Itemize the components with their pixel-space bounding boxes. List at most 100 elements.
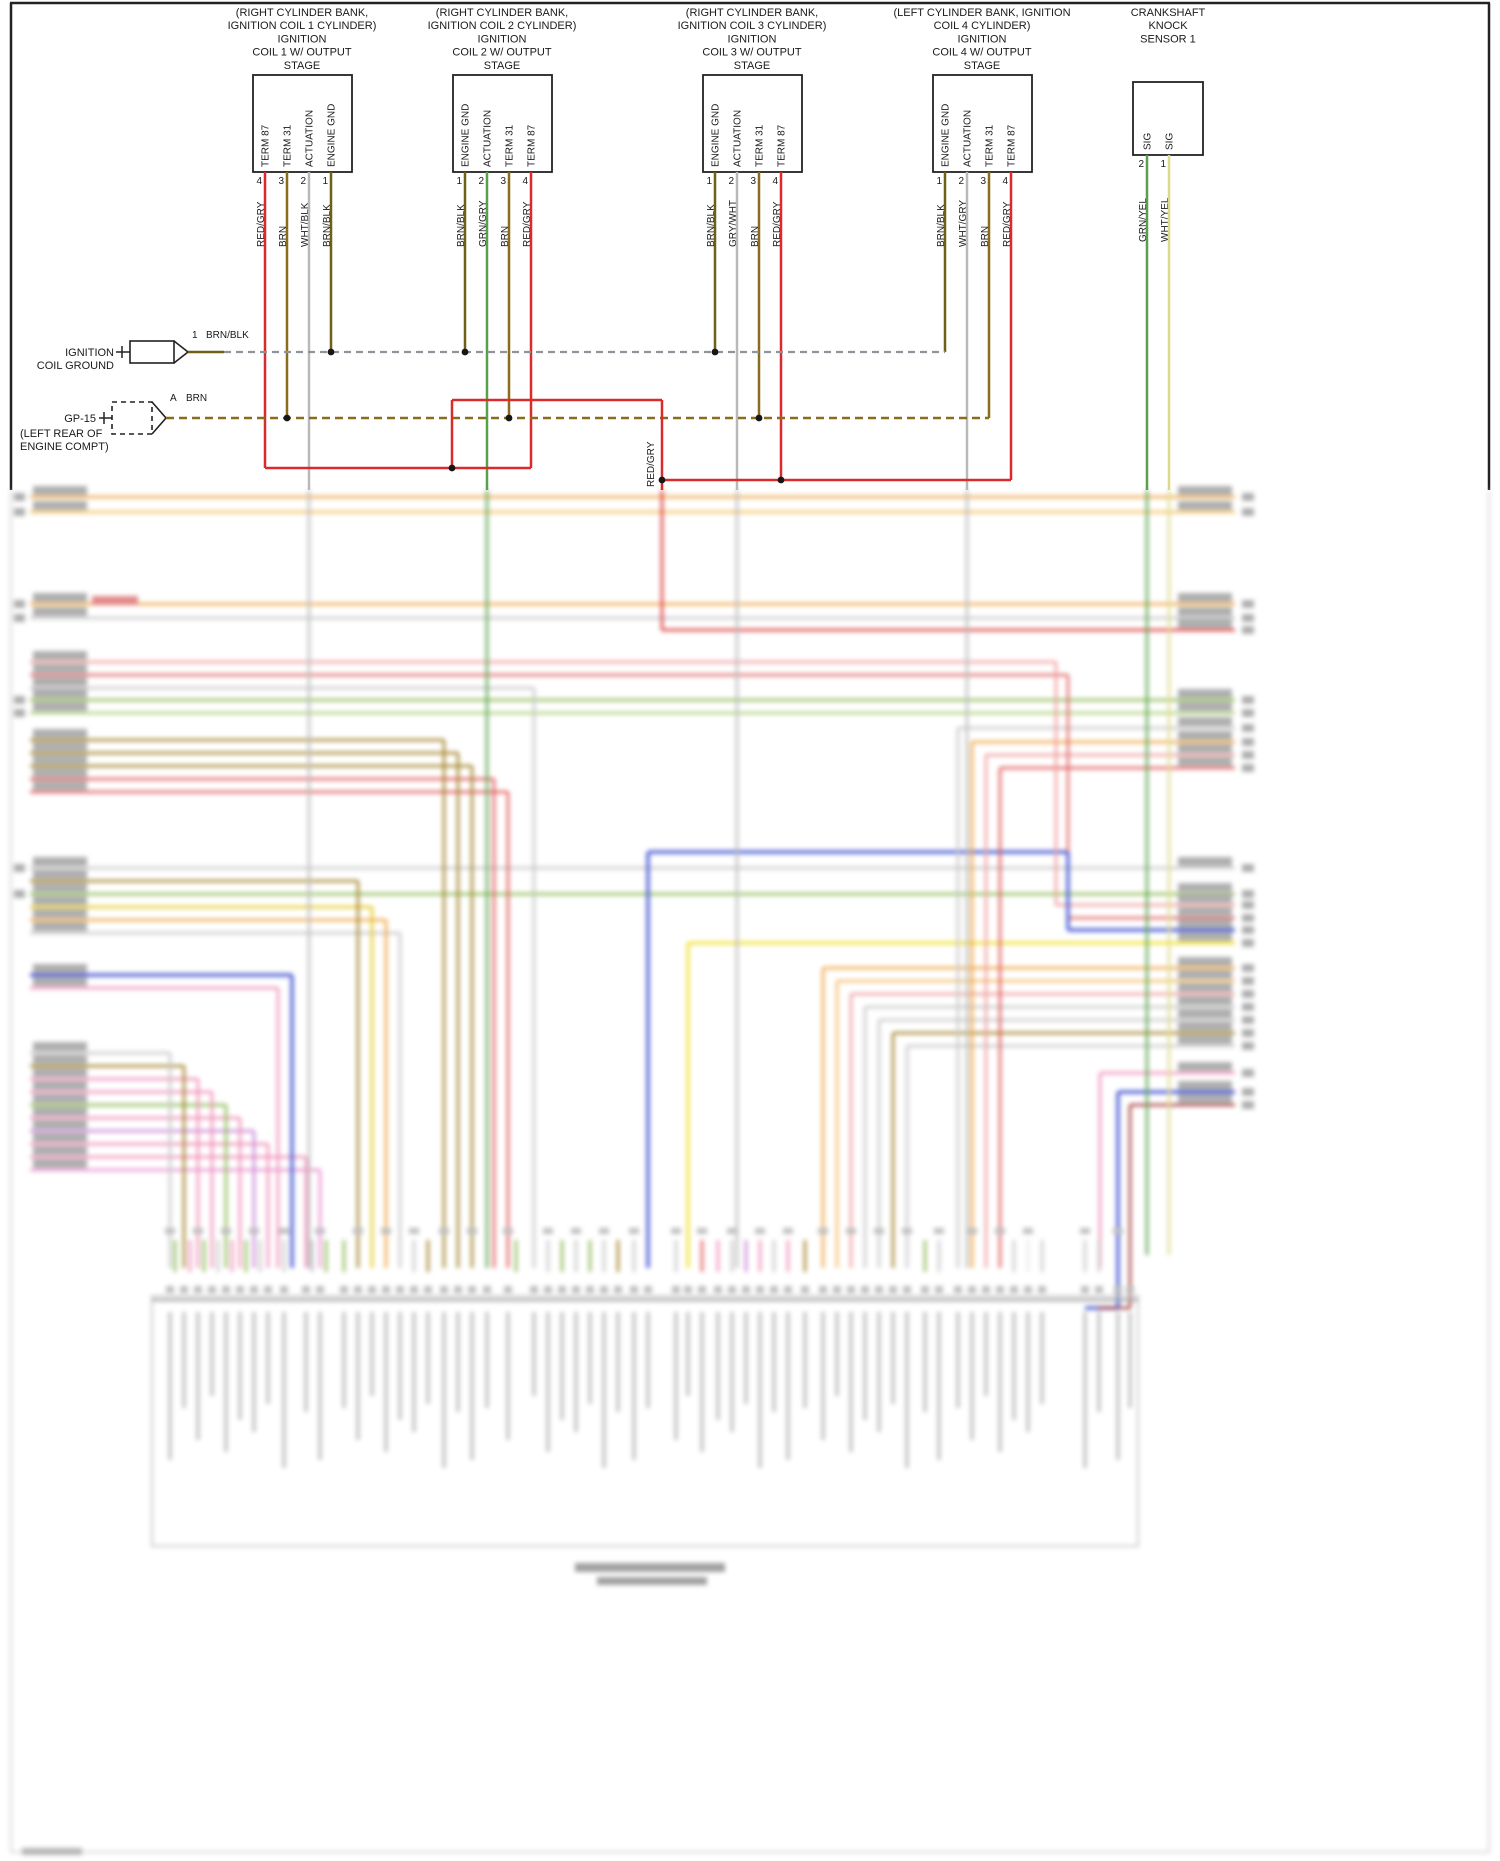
blurred-stub-label: [671, 1228, 681, 1234]
blurred-pin-tick: [1242, 939, 1254, 947]
blurred-pin-tick: [1242, 1088, 1254, 1096]
blurred-pin-number: [614, 1286, 622, 1293]
blurred-wire-label: [1178, 744, 1232, 753]
blurred-pin-tick: [1242, 926, 1254, 934]
blurred-pin-tick: [14, 864, 25, 872]
pin-function-label: TERM 31: [505, 124, 516, 167]
pin-function-label: ENGINE GND: [941, 104, 952, 167]
blurred-pin-text: [716, 1312, 720, 1420]
blurred-pin-number: [847, 1286, 855, 1293]
gp15-location-line: ENGINE COMPT): [20, 441, 109, 453]
sensor-title-line: KNOCK: [1148, 20, 1188, 32]
blurred-pin-text: [252, 1312, 256, 1432]
pin-function-label: ACTUATION: [305, 110, 316, 167]
blurred-pin-text: [849, 1312, 853, 1452]
wire-color-label: BRN/BLK: [706, 204, 717, 247]
blurred-title-text: [597, 1577, 707, 1585]
blurred-wire-label: [33, 1159, 87, 1168]
coil-title-line: STAGE: [964, 60, 1000, 72]
blurred-pin-text: [877, 1312, 881, 1432]
coil-title-line: IGNITION COIL 2 CYLINDER): [428, 20, 577, 32]
blurred-wire-label: [33, 1107, 87, 1116]
blurred-wire-label: [33, 964, 87, 973]
blurred-pin-text: [588, 1312, 592, 1404]
blurred-stub-label: [1080, 1228, 1090, 1234]
blurred-pin-text: [485, 1312, 489, 1408]
pin-number: 4: [1002, 176, 1008, 187]
blurred-stub-label: [409, 1228, 419, 1234]
blurred-pin-number: [368, 1286, 376, 1293]
pin-number: 3: [500, 176, 506, 187]
coil-box: [452, 74, 553, 173]
blurred-stub-label: [193, 1228, 203, 1234]
blurred-pin-text: [821, 1312, 825, 1440]
coil-title-line: COIL 1 W/ OUTPUT: [252, 47, 351, 59]
blurred-pin-tick: [1242, 1003, 1254, 1011]
gp15-label: GP-15: [64, 413, 96, 425]
blurred-pin-number: [861, 1286, 869, 1293]
blurred-stub-label: [381, 1228, 391, 1234]
pin-number: 2: [300, 176, 306, 187]
wire-color-label: RED/GRY: [522, 201, 533, 247]
blurred-pin-number: [166, 1286, 174, 1293]
coil-title-line: IGNITION: [278, 33, 327, 45]
pin-function-label: TERM 31: [985, 124, 996, 167]
pin-number: 3: [980, 176, 986, 187]
pin-function-label: ENGINE GND: [461, 104, 472, 167]
blurred-stub-label: [755, 1228, 765, 1234]
pin-number: 1: [706, 176, 712, 187]
blurred-stub-label: [1113, 1228, 1123, 1234]
connector-pin-number: A: [170, 393, 177, 404]
blurred-stub-label: [783, 1228, 793, 1234]
ignition-coil-ground-label: COIL GROUND: [37, 360, 114, 372]
junction-dot: [448, 464, 456, 472]
junction-dot: [711, 348, 719, 356]
pin-number: 1: [936, 176, 942, 187]
blurred-wire-label: [33, 702, 87, 711]
blurred-pin-tick: [1242, 901, 1254, 909]
blurred-pin-text: [168, 1312, 172, 1460]
blurred-pin-number: [280, 1286, 288, 1293]
blurred-pin-tick: [1242, 1016, 1254, 1024]
wire-color-label: BRN/BLK: [322, 204, 333, 247]
blurred-wire-label: [33, 651, 87, 660]
blurred-pin-text: [412, 1312, 416, 1432]
wire-color-label: GRN/GRY: [478, 200, 489, 247]
blurred-pin-tick: [1242, 614, 1254, 622]
blurred-pin-text: [835, 1312, 839, 1396]
wire-color-label: RED/GRY: [256, 201, 267, 247]
blurred-pin-text: [772, 1312, 776, 1412]
blurred-pin-tick: [1242, 890, 1254, 898]
blurred-pin-text: [560, 1312, 564, 1420]
pin-function-label: ACTUATION: [483, 110, 494, 167]
blurred-pin-text: [210, 1312, 214, 1396]
coil-box: [932, 74, 1033, 173]
blurred-pin-number: [644, 1286, 652, 1293]
wire-color-label: RED/GRY: [772, 201, 783, 247]
coil-box: [702, 74, 803, 173]
coil-title-line: IGNITION: [728, 33, 777, 45]
blurred-wire-label: [1178, 486, 1232, 495]
blurred-pin-number: [236, 1286, 244, 1293]
coil-title-line: STAGE: [284, 60, 320, 72]
blurred-pin-number: [968, 1286, 976, 1293]
blurred-pin-text: [546, 1312, 550, 1452]
blurred-pin-tick: [14, 508, 25, 516]
blurred-pin-number: [468, 1286, 476, 1293]
blurred-wire-label: [1178, 907, 1232, 916]
blurred-pin-tick: [1242, 493, 1254, 501]
blurred-pin-text: [923, 1312, 927, 1412]
blurred-wire-label: [33, 501, 87, 510]
blurred-pin-text: [370, 1312, 374, 1396]
blurred-pin-number: [875, 1286, 883, 1293]
pin-number: 2: [1138, 159, 1144, 170]
blurred-wire-label: [33, 607, 87, 616]
blurred-pin-tick: [1242, 990, 1254, 998]
pin-number: 2: [958, 176, 964, 187]
blurred-pin-number: [982, 1286, 990, 1293]
blurred-text: [92, 596, 138, 605]
sensor-title-line: CRANKSHAFT: [1131, 7, 1206, 19]
pin-number: 2: [728, 176, 734, 187]
blurred-wire-label: [1178, 593, 1232, 602]
blurred-stub-label: [934, 1228, 944, 1234]
